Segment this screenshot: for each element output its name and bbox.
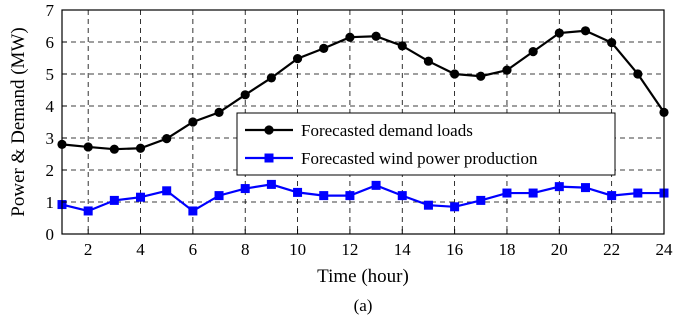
data-point xyxy=(345,191,355,201)
x-tick-label: 14 xyxy=(394,240,412,259)
y-tick-label: 3 xyxy=(46,129,55,148)
data-point xyxy=(371,31,381,41)
legend-label: Forecasted demand loads xyxy=(301,121,473,140)
legend-item-2: Forecasted wind power production xyxy=(245,149,538,168)
data-point xyxy=(528,47,538,57)
data-point xyxy=(162,186,172,196)
data-point xyxy=(450,202,460,212)
data-point xyxy=(83,142,93,152)
data-point xyxy=(554,28,564,38)
legend-label: Forecasted wind power production xyxy=(301,149,538,168)
x-tick-label: 6 xyxy=(189,240,198,259)
data-point xyxy=(476,71,486,81)
series-line xyxy=(61,183,664,213)
y-tick-label: 5 xyxy=(46,65,55,84)
data-point xyxy=(502,65,512,75)
data-point xyxy=(580,183,590,193)
y-tick-label: 0 xyxy=(46,225,55,244)
data-point xyxy=(136,192,146,202)
data-point xyxy=(502,188,512,198)
data-point xyxy=(214,107,224,117)
data-point xyxy=(293,187,303,197)
x-tick-label: 16 xyxy=(446,240,463,259)
x-tick-label: 2 xyxy=(84,240,93,259)
data-point xyxy=(292,54,303,64)
y-axis-label: Power & Demand (MW) xyxy=(8,27,29,216)
series-2 xyxy=(57,179,669,216)
legend-item-1: Forecasted demand loads xyxy=(245,121,473,140)
data-point xyxy=(135,143,146,153)
x-axis-label: Time (hour) xyxy=(317,266,409,287)
data-point xyxy=(266,73,276,83)
x-tick-label: 18 xyxy=(498,240,515,259)
legend-box xyxy=(236,112,616,176)
data-point xyxy=(240,184,250,194)
plot-frame xyxy=(61,9,665,235)
data-point xyxy=(554,182,564,192)
data-point xyxy=(633,69,643,79)
data-point xyxy=(83,206,93,216)
y-tick-label: 7 xyxy=(46,1,55,20)
data-point xyxy=(319,43,329,54)
data-point xyxy=(109,195,119,205)
data-point xyxy=(162,134,172,144)
data-point xyxy=(607,191,617,201)
data-point xyxy=(580,26,591,36)
data-point xyxy=(345,32,355,42)
data-point xyxy=(423,56,434,66)
x-tick-label: 10 xyxy=(289,240,306,259)
data-point xyxy=(450,69,460,79)
data-point xyxy=(397,191,407,201)
data-point xyxy=(266,179,276,189)
data-point xyxy=(476,195,486,205)
data-point xyxy=(240,90,250,100)
data-point xyxy=(633,188,643,198)
x-tick-label: 20 xyxy=(551,240,568,259)
data-point xyxy=(423,200,433,210)
figure-caption: (a) xyxy=(354,296,373,315)
legend-swatch-marker xyxy=(264,125,274,135)
y-tick-label: 2 xyxy=(46,161,55,180)
y-tick-label: 6 xyxy=(46,33,55,52)
data-point xyxy=(607,38,617,48)
data-point xyxy=(109,144,119,154)
x-tick-label: 8 xyxy=(241,240,250,259)
x-tick-label: 4 xyxy=(136,240,145,259)
x-tick-label: 22 xyxy=(603,240,620,259)
legend-swatch-marker xyxy=(264,153,274,163)
y-tick-label: 4 xyxy=(46,97,55,116)
x-tick-label: 12 xyxy=(341,240,358,259)
data-point xyxy=(397,41,407,51)
data-point xyxy=(188,206,198,216)
data-point xyxy=(214,191,224,201)
data-point xyxy=(371,180,381,190)
legend: Forecasted demand loads Forecasted wind p… xyxy=(236,112,616,176)
data-point xyxy=(319,191,329,201)
y-tick-label: 1 xyxy=(46,193,55,212)
data-point xyxy=(528,188,538,198)
data-point xyxy=(188,117,198,127)
x-tick-label: 24 xyxy=(656,240,674,259)
